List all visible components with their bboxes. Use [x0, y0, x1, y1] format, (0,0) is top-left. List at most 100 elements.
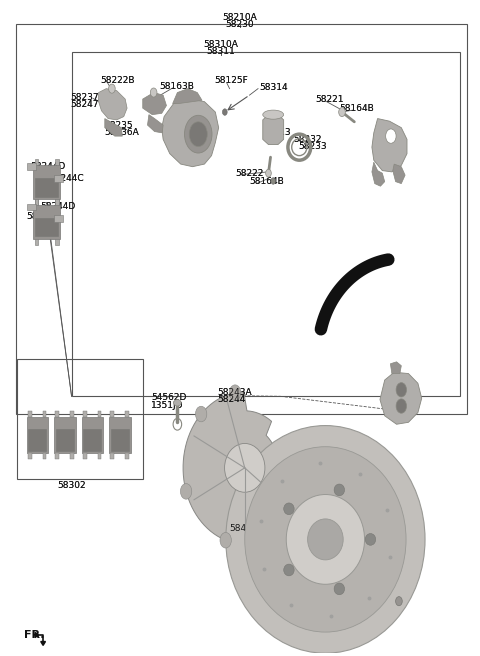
Text: 58237A: 58237A	[71, 92, 106, 102]
Text: 58222: 58222	[235, 169, 264, 178]
Polygon shape	[98, 89, 127, 120]
Text: 58230: 58230	[226, 20, 254, 29]
Bar	[35, 218, 58, 237]
Ellipse shape	[189, 122, 207, 146]
Bar	[17, 359, 143, 479]
Polygon shape	[35, 632, 38, 638]
Text: 58233: 58233	[298, 142, 326, 151]
Text: 58311: 58311	[207, 47, 235, 56]
Circle shape	[396, 597, 402, 605]
Bar	[97, 411, 101, 417]
Text: 58244D: 58244D	[40, 202, 75, 211]
Text: 58221: 58221	[315, 95, 344, 104]
Text: 58244: 58244	[217, 395, 246, 404]
Bar	[82, 417, 103, 453]
Text: 58314: 58314	[259, 83, 288, 92]
Text: 58243A: 58243A	[217, 388, 252, 397]
Bar	[28, 411, 32, 417]
Bar	[35, 199, 38, 205]
Text: 58302: 58302	[57, 481, 86, 490]
Bar	[35, 178, 58, 197]
Polygon shape	[372, 119, 407, 172]
Polygon shape	[147, 115, 163, 133]
Text: 58236A: 58236A	[104, 128, 139, 136]
Text: 58244D: 58244D	[40, 202, 75, 211]
Polygon shape	[173, 89, 202, 104]
Bar	[84, 430, 101, 451]
Ellipse shape	[245, 447, 406, 632]
Polygon shape	[263, 115, 284, 144]
Circle shape	[222, 109, 227, 115]
Bar	[56, 199, 59, 205]
Text: 58164B: 58164B	[340, 104, 374, 113]
Bar	[70, 453, 74, 459]
Bar	[35, 199, 38, 205]
Bar	[54, 215, 62, 222]
Bar	[83, 411, 87, 417]
Bar	[28, 453, 32, 459]
Bar	[33, 205, 60, 239]
Ellipse shape	[225, 443, 265, 492]
Bar	[111, 430, 129, 451]
Text: 58237A: 58237A	[71, 92, 106, 102]
Text: 58230: 58230	[226, 20, 254, 29]
Text: 58244D: 58244D	[30, 162, 66, 171]
Circle shape	[195, 406, 207, 422]
Text: 58243A: 58243A	[217, 388, 252, 397]
Bar	[97, 453, 101, 459]
Text: 58244D: 58244D	[30, 162, 66, 171]
Circle shape	[283, 514, 294, 529]
Ellipse shape	[396, 382, 407, 397]
Text: 58125F: 58125F	[214, 76, 248, 85]
Ellipse shape	[365, 533, 376, 545]
Text: 58232: 58232	[293, 135, 322, 144]
Circle shape	[229, 385, 241, 400]
Circle shape	[180, 483, 192, 499]
Text: 58235: 58235	[104, 121, 132, 130]
Text: 58222B: 58222B	[100, 76, 134, 85]
Ellipse shape	[284, 564, 294, 576]
Ellipse shape	[334, 583, 345, 595]
Polygon shape	[41, 642, 46, 646]
Text: 58411B: 58411B	[229, 524, 264, 533]
Bar	[56, 199, 59, 205]
Bar	[26, 417, 48, 453]
Polygon shape	[143, 92, 167, 115]
Polygon shape	[390, 362, 401, 373]
Polygon shape	[372, 162, 384, 186]
Bar	[35, 239, 38, 245]
Text: 58210A: 58210A	[223, 12, 257, 22]
Text: 58244: 58244	[217, 395, 246, 404]
Text: 58221: 58221	[315, 95, 344, 104]
Text: 58163B: 58163B	[159, 82, 194, 91]
Text: 58232: 58232	[293, 135, 322, 144]
Ellipse shape	[334, 484, 345, 496]
Bar	[43, 411, 47, 417]
Text: 58244C: 58244C	[26, 213, 61, 221]
Text: 58233: 58233	[298, 142, 326, 151]
Text: 58163B: 58163B	[159, 82, 194, 91]
Text: FR.: FR.	[24, 630, 45, 640]
Bar	[16, 24, 467, 414]
Bar	[35, 159, 38, 165]
Text: 58310A: 58310A	[204, 40, 239, 49]
Bar	[110, 411, 114, 417]
Text: 58213: 58213	[263, 129, 291, 137]
Text: 58235: 58235	[104, 121, 132, 130]
Bar	[125, 411, 129, 417]
Text: 1220FS: 1220FS	[335, 593, 368, 602]
Circle shape	[339, 108, 345, 117]
Polygon shape	[162, 99, 219, 167]
Text: 1351JD: 1351JD	[151, 401, 183, 410]
Bar	[27, 163, 36, 170]
Text: 58125F: 58125F	[214, 76, 248, 85]
Polygon shape	[183, 392, 306, 544]
Bar	[33, 165, 60, 199]
Ellipse shape	[286, 495, 364, 584]
Bar	[43, 453, 47, 459]
Text: 58247: 58247	[71, 100, 99, 109]
Ellipse shape	[263, 110, 284, 119]
Bar	[56, 239, 59, 245]
Circle shape	[271, 178, 276, 184]
Circle shape	[265, 169, 271, 177]
